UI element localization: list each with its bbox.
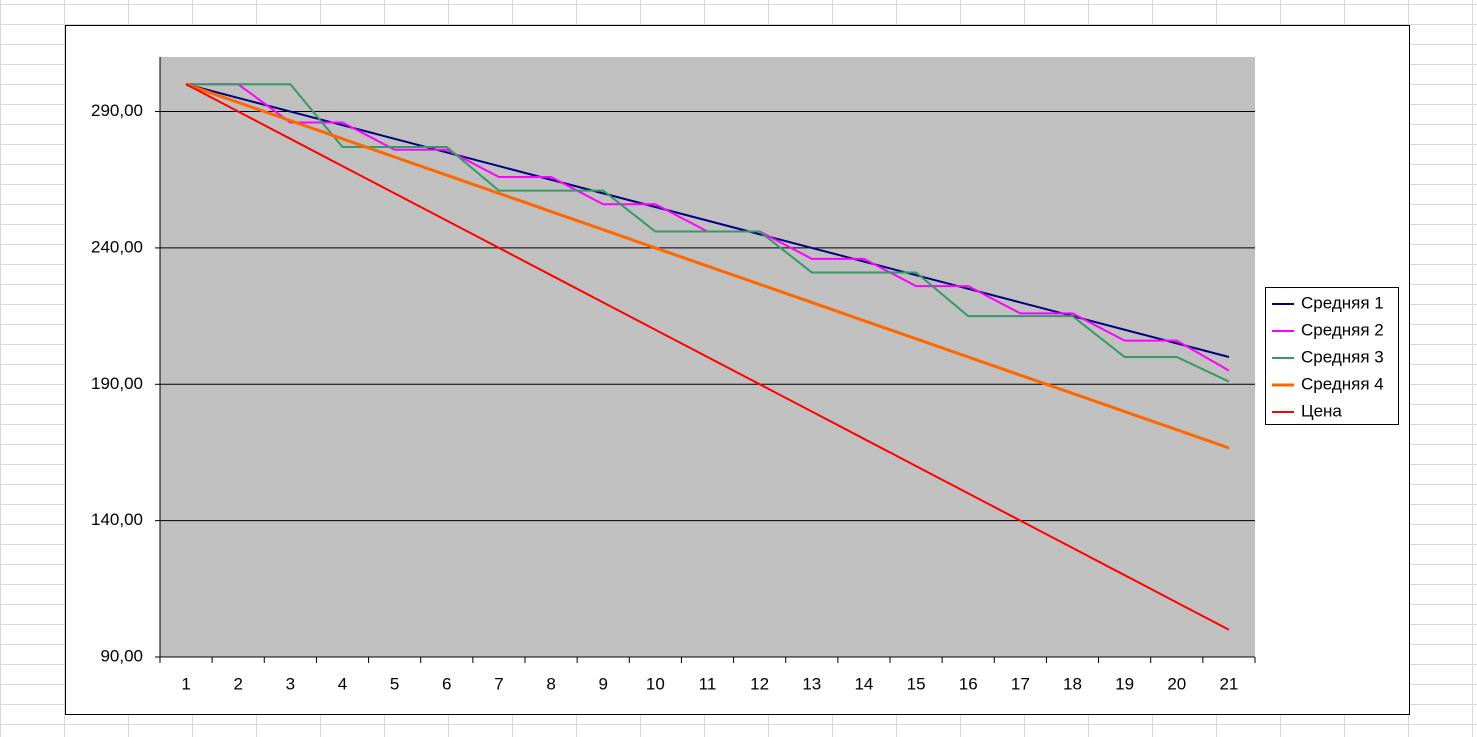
x-tick-label: 15: [907, 674, 926, 693]
x-tick-label: 19: [1115, 674, 1134, 693]
x-tick-label: 8: [546, 674, 555, 693]
y-tick-label: 90,00: [100, 646, 143, 665]
series-line: [185, 83, 1230, 358]
x-tick-label: 16: [959, 674, 978, 693]
x-tick-label: 3: [286, 674, 295, 693]
x-tick-label: 7: [494, 674, 503, 693]
series-line: [185, 82, 1230, 450]
y-tick-label: 190,00: [91, 374, 143, 393]
x-tick-label: 12: [750, 674, 769, 693]
x-tick-label: 1: [181, 674, 190, 693]
x-tick-label: 2: [233, 674, 242, 693]
x-tick-label: 4: [338, 674, 347, 693]
y-tick-label: 140,00: [91, 510, 143, 529]
legend-label: Средняя 3: [1301, 347, 1384, 366]
series-line: [186, 83, 1230, 383]
x-tick-label: 5: [390, 674, 399, 693]
series-line: [185, 83, 1230, 631]
x-tick-label: 11: [699, 674, 717, 693]
x-tick-label: 17: [1011, 674, 1030, 693]
x-tick-label: 13: [802, 674, 821, 693]
x-tick-label: 6: [442, 674, 451, 693]
legend-label: Средняя 2: [1301, 320, 1384, 339]
x-tick-label: 14: [854, 674, 873, 693]
x-tick-label: 20: [1167, 674, 1186, 693]
legend: [1265, 287, 1399, 425]
x-tick-label: 9: [598, 674, 607, 693]
legend-label: Средняя 4: [1301, 374, 1384, 393]
x-tick-label: 10: [646, 674, 665, 693]
legend-label: Цена: [1301, 401, 1342, 420]
y-tick-label: 290,00: [91, 101, 143, 120]
legend-label: Средняя 1: [1301, 293, 1384, 312]
x-tick-label: 18: [1063, 674, 1082, 693]
y-tick-label: 240,00: [91, 237, 143, 256]
x-tick-label: 21: [1219, 674, 1238, 693]
